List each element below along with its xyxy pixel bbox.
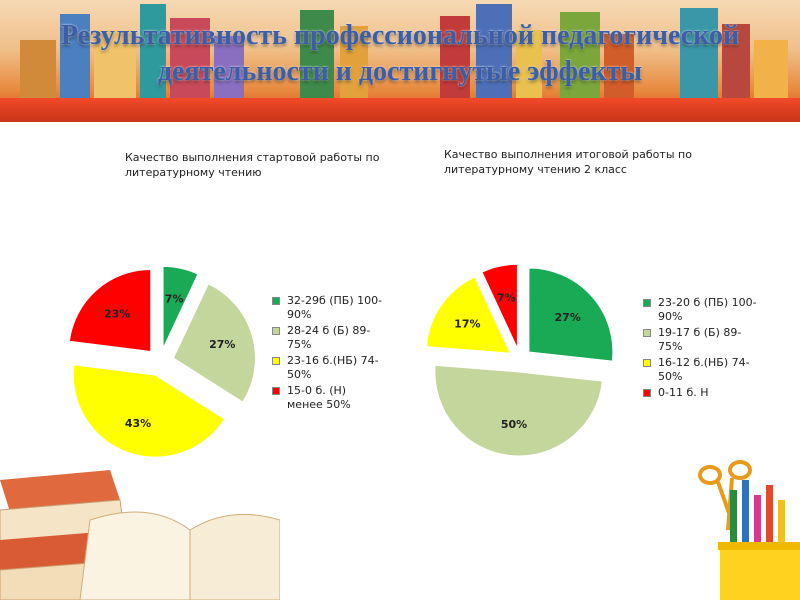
open-book [189,513,280,600]
pencil [778,500,785,550]
pencil [742,480,749,550]
chart-1-title: Качество выполнения стартовой работы по … [125,150,379,180]
shelf [0,98,800,122]
scissors-icon [698,460,753,531]
pie-chart-1: 7% 27% 43% 23% [68,265,256,458]
book-spine [214,36,244,100]
pie-slice-label: 50% [501,418,527,431]
pie-slice-label: 23% [104,307,130,320]
legend-swatch-green [272,297,280,305]
chart-2-title: Качество выполнения итоговой работы по л… [444,147,692,177]
legend-text: 32-29б (ПБ) 100- [287,294,383,307]
pie-slice-label: 7% [165,293,184,306]
header-banner: Результативность профессиональной педаго… [0,0,800,122]
title-line-2: деятельности и достигнутые эффекты [157,56,643,87]
pencil [730,490,737,550]
legend-text: 19-17 б (Б) 89- [658,326,742,339]
pie-slice [68,268,152,353]
pie-slice [434,364,603,457]
open-book [79,511,191,600]
book-spine [604,34,634,100]
pie-slice [172,283,256,403]
legend-text: 50% [287,368,312,381]
legend-text: 28-24 б (Б) 89- [287,324,371,337]
pie-slice-label: 27% [555,311,581,324]
legend-text: 15-0 б. (Н) [287,384,347,397]
chart-1-legend: 32-29б (ПБ) 100- 90% 28-24 б (Б) 89- 75%… [272,294,395,414]
legend-swatch-light-green [272,327,280,335]
chart-2-legend: 23-20 б (ПБ) 100- 90% 19-17 б (Б) 89- 75… [643,296,766,402]
legend-item: 15-0 б. (Н) менее 50% [272,384,395,412]
legend-swatch-green [643,299,651,307]
legend-swatch-red [272,387,280,395]
legend-swatch-red [643,389,651,397]
pencil [754,495,761,550]
legend-item: 0-11 б. Н [643,386,766,400]
book-spine [170,18,210,100]
legend-item: 16-12 б.(НБ) 74- 50% [643,356,766,384]
books-illustration [0,470,280,600]
book-spine [94,30,136,100]
book-spine [476,4,512,100]
legend-item: 23-16 б.(НБ) 74- 50% [272,354,395,382]
pie-slice-label: 17% [454,317,480,330]
chart-2-title-line-2: литературному чтению 2 класс [444,163,627,176]
pie-slice [528,267,614,362]
legend-text: 75% [287,338,312,351]
legend-item: 28-24 б (Б) 89- 75% [272,324,395,352]
book-spine [440,16,470,100]
pie-slice [72,364,226,458]
legend-text: 0-11 б. Н [658,386,709,399]
legend-text: менее 50% [287,398,351,411]
pie-slice-label: 27% [209,338,235,351]
legend-text: 23-16 б.(НБ) 74- [287,354,379,367]
book-spine [722,24,750,100]
legend-item: 32-29б (ПБ) 100- 90% [272,294,395,322]
pie-slice-label: 7% [497,291,516,304]
pie-chart-2: 27% 50% 17% 7% [425,263,614,457]
legend-swatch-yellow [272,357,280,365]
pie-slice [481,263,518,349]
book-spine [680,8,718,100]
book-spine [340,26,368,100]
cup [720,545,800,600]
legend-text: 23-20 б (ПБ) 100- [658,296,757,309]
pie-slice [425,276,511,354]
book-spine [754,40,788,100]
title-line-1: Результативность профессиональной педаго… [60,20,740,51]
book-stack [0,470,120,512]
chart-2-title-line-1: Качество выполнения итоговой работы по [444,148,692,161]
legend-text: 75% [658,340,683,353]
chart-1-title-line-2: литературному чтению [125,166,262,179]
pie-slice [162,265,199,349]
book-spine [560,12,600,100]
book-spine [20,40,56,100]
legend-text: 16-12 б.(НБ) 74- [658,356,750,369]
legend-item: 23-20 б (ПБ) 100- 90% [643,296,766,324]
book-spine [60,14,90,100]
pie-slice-label: 43% [125,417,151,430]
legend-item: 19-17 б (Б) 89- 75% [643,326,766,354]
legend-swatch-yellow [643,359,651,367]
page-title: Результативность профессиональной педаго… [0,18,800,90]
book-spine [300,10,334,100]
pencil [766,485,773,550]
chart-1-title-line-1: Качество выполнения стартовой работы по [125,151,380,164]
book-spine [516,30,542,100]
legend-text: 90% [287,308,312,321]
legend-swatch-light-green [643,329,651,337]
pencil-cup-illustration [698,460,800,600]
cup-rim [718,542,800,550]
legend-text: 90% [658,310,683,323]
legend-text: 50% [658,370,683,383]
book-spine [140,4,166,100]
